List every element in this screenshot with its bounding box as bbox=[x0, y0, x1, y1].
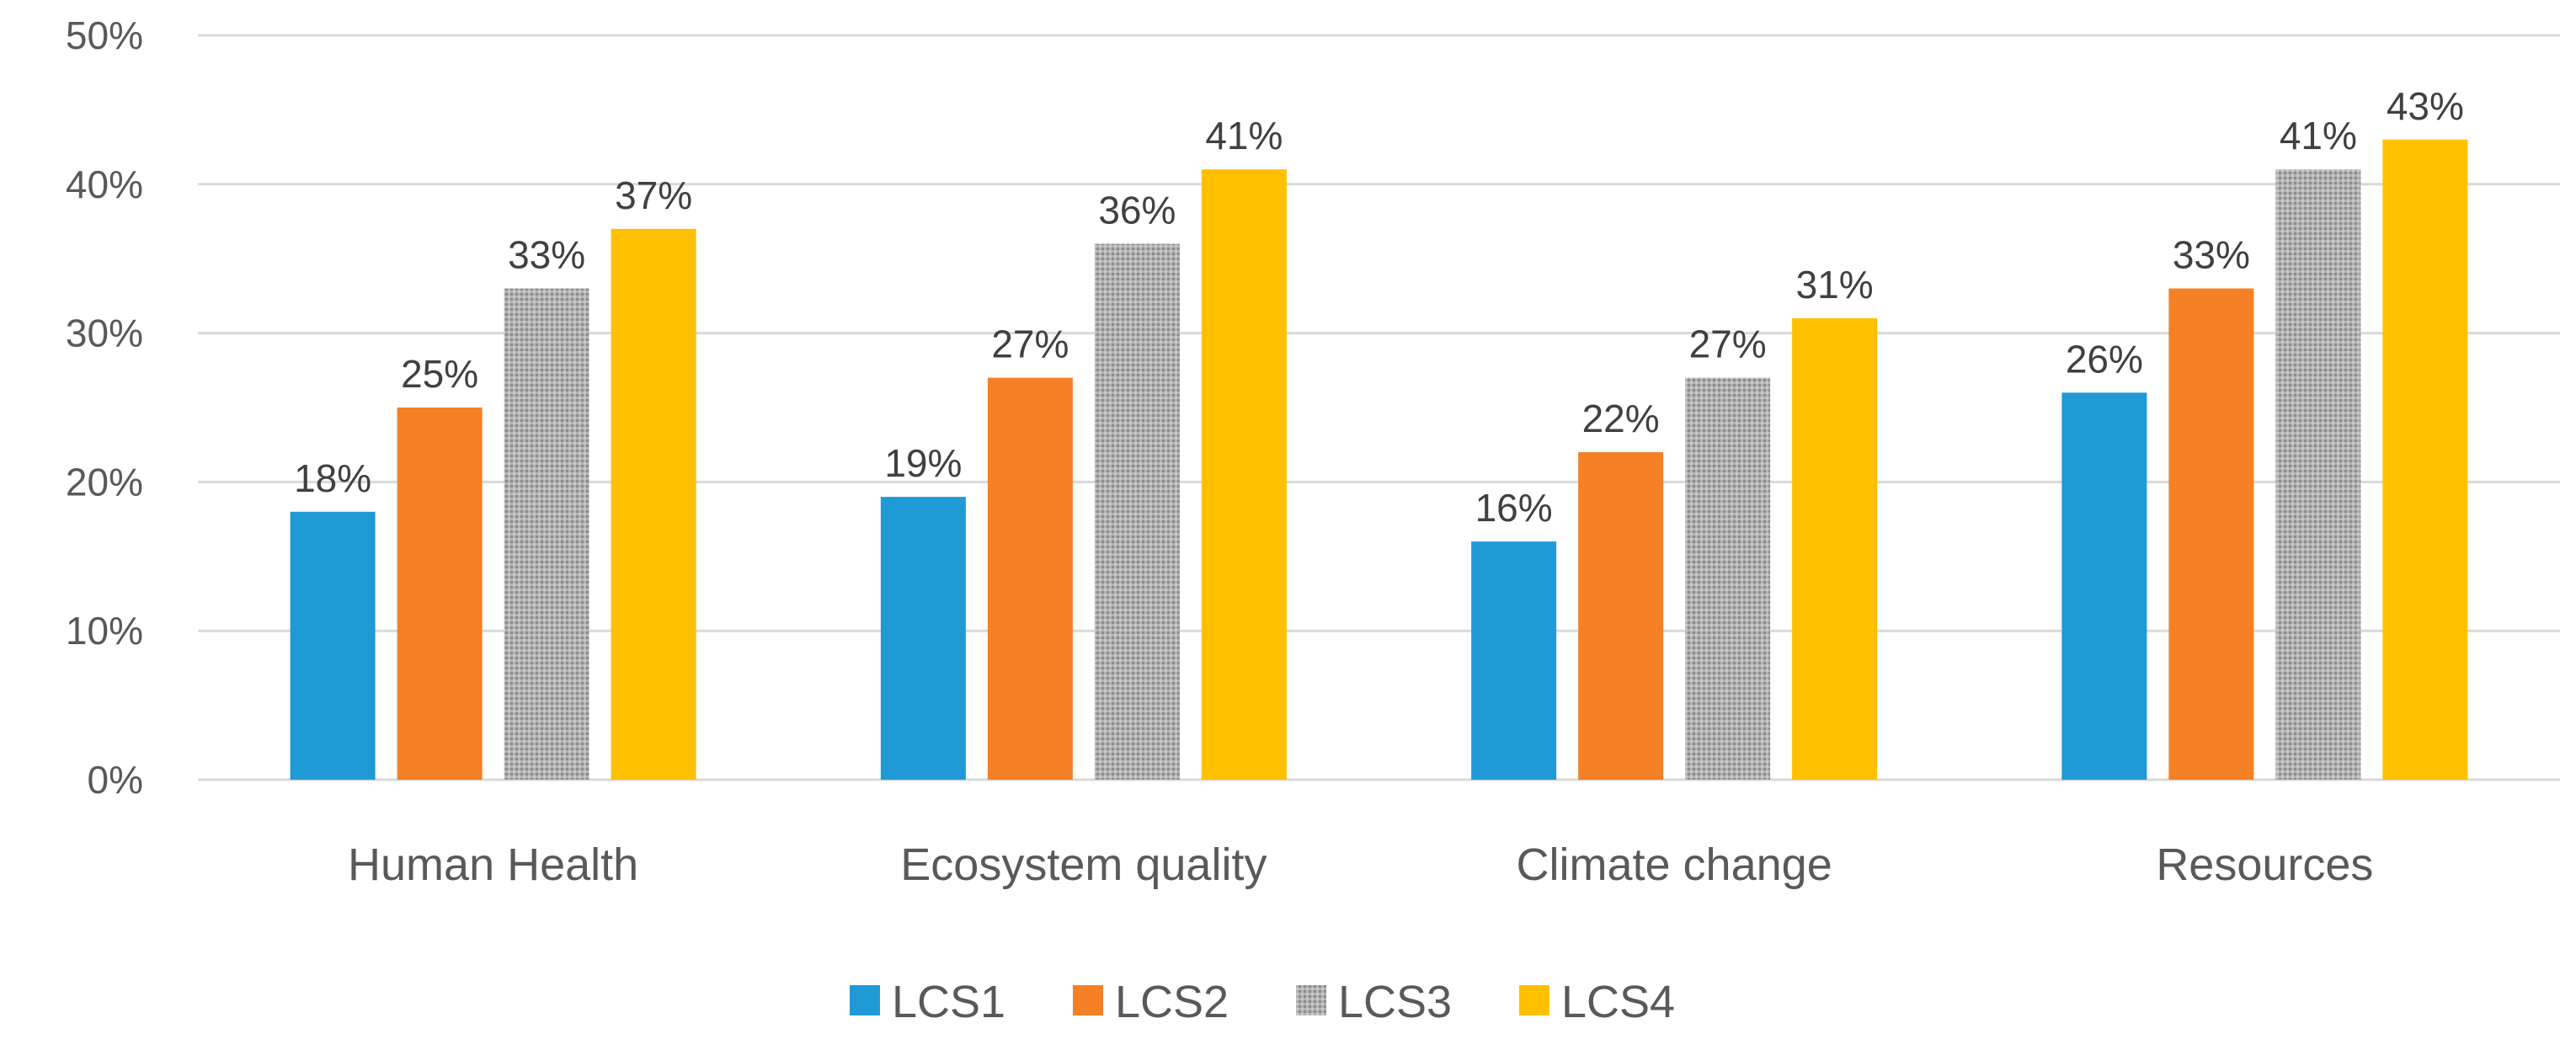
legend-swatch-lcs3 bbox=[1296, 985, 1326, 1015]
y-tick-label: 40% bbox=[66, 163, 143, 206]
data-label: 18% bbox=[294, 456, 371, 500]
y-axis-ticks: 0% 10% 20% 30% 40% 50% bbox=[66, 13, 143, 802]
legend-label-lcs3: LCS3 bbox=[1338, 977, 1452, 1027]
x-category-label: Climate change bbox=[1517, 839, 1832, 890]
legend: LCS1 LCS2 LCS3 LCS4 bbox=[850, 977, 1675, 1027]
y-tick-label: 10% bbox=[66, 609, 143, 653]
bar-lcs3-1 bbox=[1094, 243, 1180, 780]
y-tick-label: 0% bbox=[88, 758, 143, 802]
data-label: 41% bbox=[2280, 114, 2357, 157]
bar-lcs3-2 bbox=[1685, 377, 1771, 780]
bar-lcs1-0 bbox=[290, 511, 376, 780]
bar-lcs2-3 bbox=[2168, 288, 2254, 780]
bar-lcs3-3 bbox=[2275, 169, 2361, 780]
bar-lcs2-0 bbox=[397, 408, 483, 780]
legend-swatch-lcs1 bbox=[850, 985, 880, 1015]
bar-lcs4-0 bbox=[611, 228, 696, 781]
bar-lcs4-1 bbox=[1201, 169, 1287, 780]
legend-swatch-lcs2 bbox=[1073, 985, 1103, 1015]
bar-lcs3-0 bbox=[504, 288, 589, 780]
y-tick-label: 30% bbox=[66, 312, 143, 355]
x-axis-categories: Human Health Ecosystem quality Climate cha… bbox=[348, 839, 2373, 890]
data-label: 33% bbox=[2173, 233, 2250, 277]
bar-lcs2-1 bbox=[987, 377, 1073, 780]
data-label: 31% bbox=[1796, 263, 1874, 306]
legend-label-lcs4: LCS4 bbox=[1561, 977, 1675, 1027]
gridlines bbox=[198, 34, 2560, 781]
bars bbox=[290, 139, 2468, 781]
x-category-label: Human Health bbox=[348, 839, 638, 890]
data-label: 16% bbox=[1475, 486, 1553, 530]
legend-label-lcs1: LCS1 bbox=[892, 977, 1005, 1027]
y-tick-label: 20% bbox=[66, 460, 143, 504]
bar-lcs4-2 bbox=[1792, 317, 1878, 780]
data-label: 36% bbox=[1098, 189, 1176, 232]
legend-swatch-lcs4 bbox=[1519, 985, 1549, 1015]
data-labels: 18% 25% 33% 37% 19% 27% 36% 41% 16% 22% 27% 31% 26% 3… bbox=[294, 84, 2464, 530]
bar-lcs1-1 bbox=[880, 497, 966, 780]
x-category-label: Resources bbox=[2156, 839, 2373, 890]
bar-lcs4-3 bbox=[2382, 139, 2468, 780]
data-label: 25% bbox=[401, 352, 478, 396]
data-label: 33% bbox=[508, 233, 585, 277]
data-label: 37% bbox=[615, 173, 692, 217]
data-label: 19% bbox=[884, 441, 962, 485]
data-label: 27% bbox=[991, 322, 1069, 366]
legend-label-lcs2: LCS2 bbox=[1115, 977, 1229, 1027]
x-category-label: Ecosystem quality bbox=[900, 839, 1267, 890]
bar-lcs2-2 bbox=[1578, 452, 1664, 780]
bar-lcs1-2 bbox=[1471, 541, 1557, 780]
data-label: 26% bbox=[2066, 337, 2143, 381]
data-label: 27% bbox=[1689, 322, 1767, 366]
y-tick-label: 50% bbox=[66, 13, 143, 57]
data-label: 43% bbox=[2387, 84, 2464, 128]
data-label: 41% bbox=[1205, 114, 1283, 157]
bar-lcs1-3 bbox=[2061, 392, 2147, 780]
data-label: 22% bbox=[1582, 397, 1660, 440]
